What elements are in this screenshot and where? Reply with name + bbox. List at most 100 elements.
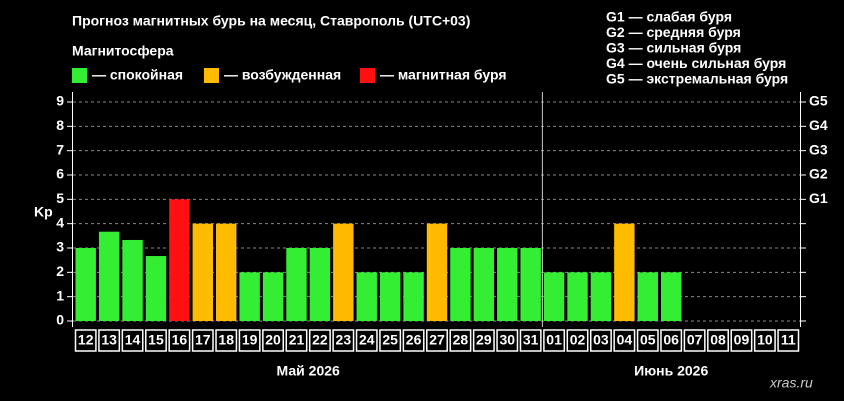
x-tick-label: 07: [687, 332, 703, 348]
x-tick-box: [121, 329, 144, 352]
month-label: Май 2026: [277, 363, 340, 379]
bar: [239, 272, 260, 321]
bar: [403, 272, 424, 321]
y2-tick-label: G5: [809, 93, 828, 109]
x-tick-box: [449, 329, 472, 352]
storm-scale-item: G1 — слабая буря: [606, 9, 732, 25]
x-tick-label: 26: [406, 332, 422, 348]
storm-scale-item: G3 — сильная буря: [606, 40, 741, 56]
y-tick-label: 3: [56, 239, 64, 255]
legend-label: — возбужденная: [224, 67, 341, 83]
x-tick-box: [98, 329, 121, 352]
legend-swatch: [204, 68, 219, 83]
bar: [309, 248, 331, 321]
bar: [660, 272, 682, 321]
bar: [567, 272, 588, 321]
y-tick-label: 0: [56, 312, 64, 328]
bar: [122, 239, 143, 321]
x-tick-box: [613, 329, 636, 352]
y-tick-label: 6: [56, 166, 64, 182]
x-tick-box: [379, 329, 402, 352]
x-tick-label: 14: [125, 332, 141, 348]
x-tick-box: [402, 329, 425, 352]
x-tick-label: 18: [218, 332, 234, 348]
bar: [75, 248, 96, 321]
x-tick-box: [566, 329, 589, 352]
x-tick-label: 05: [640, 332, 656, 348]
bar: [192, 223, 214, 321]
x-tick-label: 25: [382, 332, 398, 348]
x-tick-box: [519, 329, 542, 352]
x-tick-label: 06: [663, 332, 679, 348]
bar: [169, 199, 190, 321]
legend-swatch: [360, 68, 375, 83]
bar: [590, 272, 612, 321]
x-tick-label: 15: [148, 332, 164, 348]
x-tick-label: 21: [289, 332, 305, 348]
storm-scale-item: G2 — средняя буря: [606, 24, 741, 40]
x-tick-box: [730, 329, 753, 352]
y-axis-label: Kp: [34, 204, 53, 220]
watermark: xras.ru: [769, 375, 813, 391]
x-tick-box: [660, 329, 683, 352]
x-tick-label: 24: [359, 332, 375, 348]
legend-label: — магнитная буря: [380, 67, 507, 83]
y2-tick-label: G2: [809, 166, 828, 182]
x-tick-label: 11: [781, 332, 796, 348]
x-tick-label: 10: [757, 332, 773, 348]
x-tick-label: 19: [242, 332, 258, 348]
x-tick-box: [636, 329, 659, 352]
y-tick-label: 1: [56, 287, 64, 303]
x-tick-box: [74, 329, 97, 352]
bar: [333, 223, 354, 321]
x-tick-label: 12: [78, 332, 94, 348]
x-tick-box: [238, 329, 261, 352]
x-tick-label: 20: [265, 332, 281, 348]
x-tick-label: 08: [710, 332, 726, 348]
bar: [98, 231, 120, 321]
bar: [497, 248, 518, 321]
bar: [450, 248, 471, 321]
x-tick-box: [496, 329, 519, 352]
bar: [520, 248, 541, 321]
x-tick-box: [332, 329, 355, 352]
bar: [543, 272, 565, 321]
x-tick-label: 03: [593, 332, 609, 348]
x-tick-box: [215, 329, 238, 352]
bar: [614, 223, 635, 321]
x-tick-box: [543, 329, 566, 352]
x-tick-box: [753, 329, 776, 352]
y-tick-label: 7: [56, 141, 64, 157]
x-tick-label: 02: [570, 332, 586, 348]
x-tick-label: 17: [195, 332, 211, 348]
x-tick-box: [589, 329, 612, 352]
bar: [356, 272, 377, 321]
bar: [216, 223, 237, 321]
x-tick-box: [308, 329, 331, 352]
y-tick-label: 4: [56, 214, 64, 230]
x-tick-box: [145, 329, 167, 352]
x-tick-label: 01: [546, 332, 562, 348]
y2-tick-label: G3: [809, 141, 828, 157]
x-tick-box: [683, 329, 706, 352]
x-tick-label: 23: [336, 332, 352, 348]
y-tick-label: 5: [56, 190, 64, 206]
legend-title: Магнитосфера: [72, 43, 174, 59]
x-tick-label: 31: [523, 332, 539, 348]
x-tick-label: 27: [429, 332, 445, 348]
x-tick-label: 29: [476, 332, 492, 348]
x-tick-box: [707, 329, 729, 352]
legend-label: — спокойная: [92, 67, 183, 83]
x-tick-box: [191, 329, 214, 352]
x-tick-label: 30: [499, 332, 515, 348]
x-tick-box: [777, 329, 800, 352]
x-tick-box: [285, 329, 308, 352]
month-label: Июнь 2026: [634, 363, 708, 379]
y2-tick-label: G1: [809, 190, 828, 206]
bar: [473, 248, 495, 321]
y-tick-label: 8: [56, 117, 64, 133]
storm-scale-item: G4 — очень сильная буря: [606, 55, 786, 71]
x-tick-label: 28: [453, 332, 469, 348]
x-tick-label: 16: [172, 332, 188, 348]
